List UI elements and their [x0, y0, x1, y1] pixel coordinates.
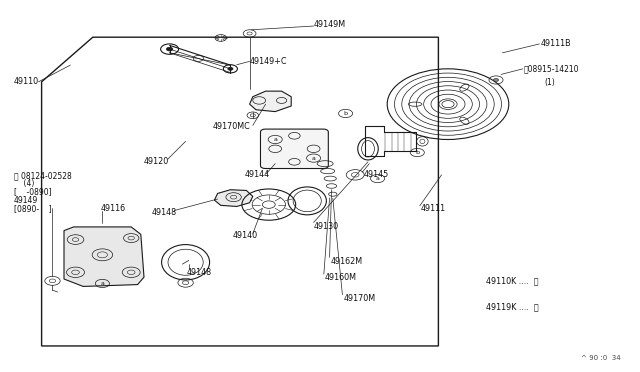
Text: ^ 90 :0  34: ^ 90 :0 34 — [581, 355, 621, 361]
Circle shape — [166, 47, 173, 51]
Text: 49130: 49130 — [314, 222, 339, 231]
Text: 49162M: 49162M — [331, 257, 363, 266]
Text: a: a — [312, 156, 316, 161]
Text: a: a — [273, 137, 277, 142]
Text: 49148: 49148 — [187, 268, 212, 277]
Text: 49149M: 49149M — [314, 20, 346, 29]
Text: [0890-    ]: [0890- ] — [14, 204, 52, 213]
Polygon shape — [250, 91, 291, 112]
Text: 49149+C: 49149+C — [250, 57, 287, 66]
FancyBboxPatch shape — [260, 129, 328, 169]
Text: Ⓦ08915-14210: Ⓦ08915-14210 — [524, 64, 579, 73]
Circle shape — [228, 67, 233, 70]
Text: 49111: 49111 — [420, 204, 445, 213]
Text: Ⓑ 08124-02528: Ⓑ 08124-02528 — [14, 171, 72, 180]
Text: 49116: 49116 — [100, 204, 125, 213]
Text: a: a — [100, 281, 104, 286]
FancyBboxPatch shape — [80, 243, 127, 267]
Text: [    -0890]: [ -0890] — [14, 187, 52, 196]
Text: 49170MC: 49170MC — [212, 122, 250, 131]
Text: (4): (4) — [14, 179, 35, 188]
Text: 49110: 49110 — [14, 77, 39, 86]
Text: 49148: 49148 — [152, 208, 177, 217]
Text: (1): (1) — [544, 78, 555, 87]
Polygon shape — [214, 190, 253, 206]
Text: 49145: 49145 — [364, 170, 388, 179]
Text: 49120: 49120 — [144, 157, 169, 166]
Text: 49119K ....  ⓑ: 49119K .... ⓑ — [486, 302, 539, 311]
Text: 49144: 49144 — [244, 170, 269, 179]
Text: 49110K ....  ⓐ: 49110K .... ⓐ — [486, 276, 539, 285]
Text: 49160M: 49160M — [325, 273, 357, 282]
Polygon shape — [64, 227, 144, 286]
Text: b: b — [344, 111, 348, 116]
Text: 49111B: 49111B — [541, 39, 572, 48]
Circle shape — [493, 78, 499, 81]
Text: b: b — [415, 150, 419, 155]
Text: a: a — [376, 176, 380, 182]
Text: 49140: 49140 — [232, 231, 257, 240]
Text: 49170M: 49170M — [344, 294, 376, 303]
Text: 49149: 49149 — [14, 196, 38, 205]
